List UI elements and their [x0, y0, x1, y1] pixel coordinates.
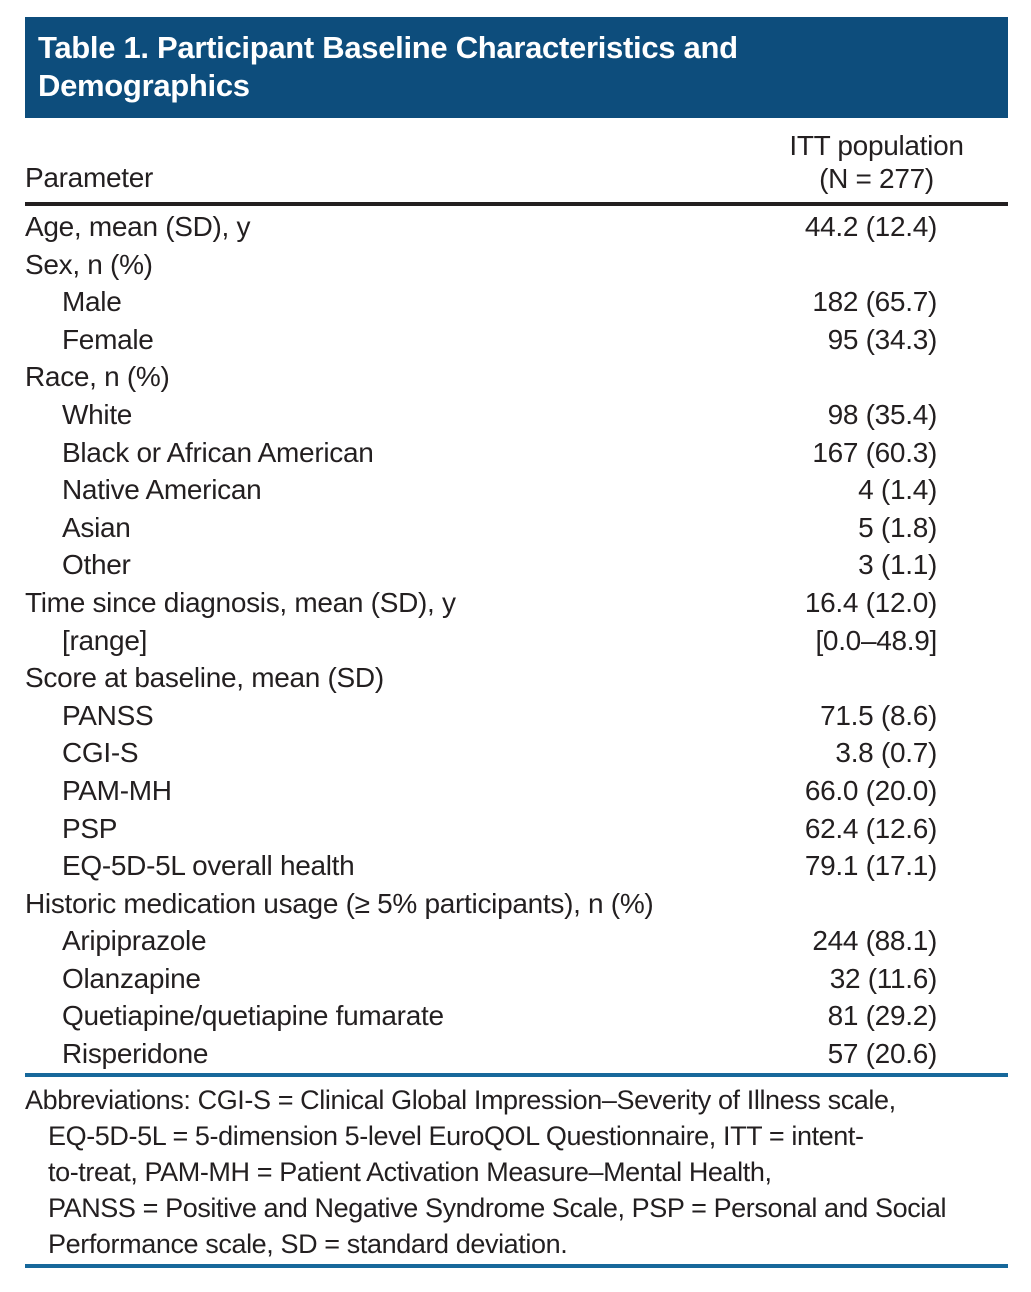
row-value: 44.2 (12.4) — [804, 211, 937, 242]
row-value: 182 (65.7) — [812, 286, 937, 318]
row-label: PSP — [62, 812, 118, 844]
row-value: 5 (1.8) — [858, 511, 937, 543]
row-label: Age, mean (SD), y — [25, 211, 251, 242]
parameter-column-header: Parameter — [25, 162, 154, 193]
footnote-line: Abbreviations: CGI-S = Clinical Global I… — [25, 1084, 896, 1115]
row-label: Score at baseline, mean (SD) — [25, 662, 384, 694]
column-headers: Parameter ITT population (N = 277) — [25, 118, 1008, 202]
row-label: Native American — [62, 474, 262, 506]
table-row: Sex, n (%) — [25, 246, 1008, 284]
table-row: Olanzapine 32 (11.6) — [25, 960, 1008, 998]
figure-end-rule — [25, 1263, 1008, 1268]
table-row: Quetiapine/quetiapine fumarate 81 (29.2) — [25, 997, 1008, 1035]
footnote-line: Performance scale, SD = standard deviati… — [48, 1228, 568, 1259]
population-header-line2: (N = 277) — [819, 163, 934, 194]
row-label: PANSS — [62, 699, 154, 731]
table-row: PANSS 71.5 (8.6) — [25, 697, 1008, 735]
row-label: Risperidone — [62, 1038, 209, 1070]
table-row: Score at baseline, mean (SD) — [25, 659, 1008, 697]
footnote-line: EQ-5D-5L = 5-dimension 5-level EuroQOL Q… — [48, 1120, 864, 1151]
row-value: 167 (60.3) — [812, 436, 937, 468]
row-value: 62.4 (12.6) — [804, 812, 937, 844]
table-title-line2: Demographics — [38, 68, 250, 103]
row-value: 71.5 (8.6) — [820, 699, 937, 731]
table-row: PSP 62.4 (12.6) — [25, 810, 1008, 848]
table-row: Female 95 (34.3) — [25, 321, 1008, 359]
row-value — [745, 885, 1008, 923]
table-row: Other 3 (1.1) — [25, 546, 1008, 584]
row-label: Male — [62, 286, 122, 318]
row-value: 98 (35.4) — [827, 398, 938, 430]
table-row: Asian 5 (1.8) — [25, 509, 1008, 547]
row-label: Olanzapine — [62, 962, 201, 994]
table-row: Time since diagnosis, mean (SD), y 16.4 … — [25, 584, 1008, 622]
row-label: Black or African American — [62, 436, 374, 468]
table-row: Age, mean (SD), y 44.2 (12.4) — [25, 208, 1008, 246]
row-value: 244 (88.1) — [812, 925, 937, 957]
row-value: 81 (29.2) — [827, 1000, 938, 1032]
row-value: [0.0–48.9] — [815, 624, 937, 656]
table-row: PAM-MH 66.0 (20.0) — [25, 772, 1008, 810]
row-label: Other — [62, 549, 131, 581]
table-title-bar: Table 1. Participant Baseline Characteri… — [25, 17, 1008, 118]
population-header-line1: ITT population — [789, 130, 964, 161]
row-label: [range] — [62, 624, 148, 656]
row-value: 4 (1.4) — [858, 474, 937, 506]
footnote-line: to-treat, PAM-MH = Patient Activation Me… — [48, 1156, 772, 1187]
table-bottom-rule — [25, 1072, 1008, 1077]
table-row: Native American 4 (1.4) — [25, 471, 1008, 509]
row-label: EQ-5D-5L overall health — [62, 850, 355, 882]
row-value: 79.1 (17.1) — [804, 850, 937, 882]
table-row: White 98 (35.4) — [25, 396, 1008, 434]
table-row: CGI-S 3.8 (0.7) — [25, 734, 1008, 772]
table-row: [range] [0.0–48.9] — [25, 622, 1008, 660]
row-label: Time since diagnosis, mean (SD), y — [25, 586, 456, 618]
row-label: CGI-S — [62, 737, 139, 769]
row-label: Race, n (%) — [25, 361, 170, 393]
population-column-header: ITT population (N = 277) — [745, 129, 1008, 195]
row-value: 3.8 (0.7) — [835, 737, 937, 769]
row-value — [745, 358, 1008, 396]
table-row: Historic medication usage (≥ 5% particip… — [25, 885, 1008, 923]
row-label: Historic medication usage (≥ 5% particip… — [25, 887, 654, 919]
row-label: Sex, n (%) — [25, 248, 153, 280]
row-label: Quetiapine/quetiapine fumarate — [62, 1000, 444, 1032]
row-label: Female — [62, 323, 154, 355]
footnote: Abbreviations: CGI-S = Clinical Global I… — [25, 1082, 1008, 1262]
table-row: Race, n (%) — [25, 358, 1008, 396]
row-label: White — [62, 398, 133, 430]
row-value: 32 (11.6) — [829, 962, 938, 994]
row-value — [745, 659, 1008, 697]
row-value — [745, 246, 1008, 284]
footnote-line: PANSS = Positive and Negative Syndrome S… — [48, 1192, 947, 1223]
row-value: 95 (34.3) — [827, 323, 938, 355]
row-value: 16.4 (12.0) — [804, 586, 937, 618]
table-body: Age, mean (SD), y 44.2 (12.4) Sex, n (%)… — [25, 206, 1008, 1073]
header-divider-rule — [25, 202, 1008, 206]
table-row: Risperidone 57 (20.6) — [25, 1035, 1008, 1073]
row-value: 3 (1.1) — [858, 549, 937, 581]
row-value: 57 (20.6) — [827, 1038, 938, 1070]
table-row: Male 182 (65.7) — [25, 283, 1008, 321]
row-label: Aripiprazole — [62, 925, 207, 957]
row-label: PAM-MH — [62, 774, 172, 806]
figure-content: Table 1. Participant Baseline Characteri… — [25, 0, 1008, 1268]
row-label: Asian — [62, 511, 131, 543]
table-row: EQ-5D-5L overall health 79.1 (17.1) — [25, 847, 1008, 885]
table-row: Aripiprazole 244 (88.1) — [25, 922, 1008, 960]
table-row: Black or African American 167 (60.3) — [25, 434, 1008, 472]
table-title-line1: Table 1. Participant Baseline Characteri… — [38, 30, 738, 65]
row-value: 66.0 (20.0) — [804, 774, 937, 806]
